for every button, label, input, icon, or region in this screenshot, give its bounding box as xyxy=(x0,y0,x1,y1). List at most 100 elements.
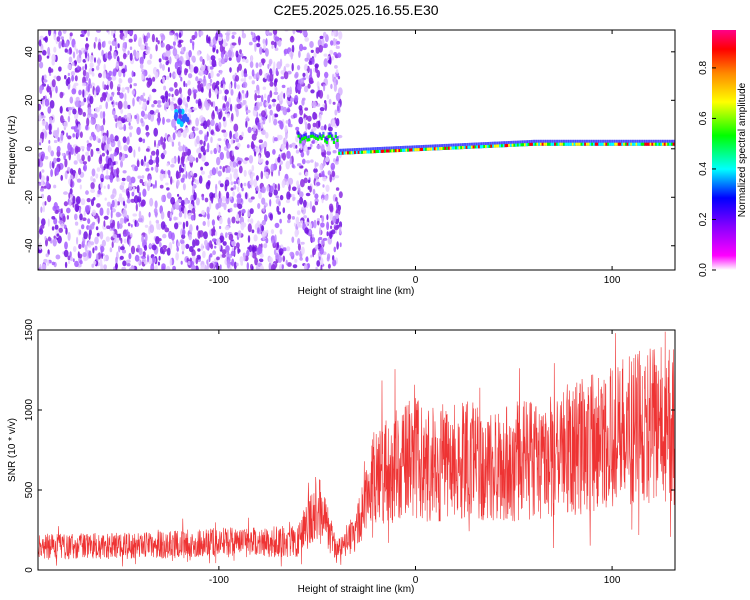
heatmap-cell xyxy=(46,259,50,267)
heatmap-cell xyxy=(201,209,206,216)
heatmap-cell xyxy=(211,219,215,226)
heatmap-cell xyxy=(170,197,176,205)
heatmap-cell xyxy=(224,111,228,115)
heatmap-cell xyxy=(141,234,145,243)
heatmap-cell xyxy=(330,40,334,46)
heatmap-cell xyxy=(122,136,127,144)
heatmap-cell xyxy=(232,191,235,197)
heatmap-cell xyxy=(90,175,94,182)
heatmap-cell xyxy=(619,142,622,146)
heatmap-cell xyxy=(206,264,209,270)
heatmap-cell xyxy=(117,43,120,49)
heatmap-cell xyxy=(291,44,295,53)
heatmap-cell xyxy=(181,156,185,165)
heatmap-cell xyxy=(525,143,528,147)
heatmap-cell xyxy=(127,222,131,227)
heatmap-cell xyxy=(642,142,645,146)
heatmap-cell xyxy=(277,255,283,263)
heatmap-cell xyxy=(211,59,217,68)
heatmap-cell xyxy=(142,188,147,197)
heatmap-cell xyxy=(256,220,261,230)
heatmap-cell xyxy=(135,51,140,59)
snr-background xyxy=(38,330,675,570)
heatmap-cell xyxy=(249,179,254,186)
heatmap-cell xyxy=(198,175,203,184)
heatmap-cell xyxy=(97,41,102,51)
heatmap-cell xyxy=(177,242,181,247)
heatmap-cell xyxy=(41,218,46,226)
heatmap-cell xyxy=(149,53,153,60)
spectrogram-heatmap xyxy=(38,30,675,270)
heatmap-cell xyxy=(261,197,266,205)
heatmap-cell xyxy=(60,222,65,229)
heatmap-cell xyxy=(311,134,314,138)
heatmap-cell xyxy=(109,133,114,142)
heatmap-cell xyxy=(228,57,232,61)
heatmap-cell xyxy=(211,167,217,176)
heatmap-cell xyxy=(669,142,672,146)
heatmap-cell xyxy=(115,60,120,70)
heatmap-cell xyxy=(241,187,244,192)
heatmap-cell xyxy=(199,30,204,36)
heatmap-cell xyxy=(524,143,527,147)
heatmap-cell xyxy=(196,254,201,260)
heatmap-cell xyxy=(226,150,230,159)
heatmap-cell xyxy=(142,98,147,103)
heatmap-cell xyxy=(242,81,248,89)
heatmap-cell xyxy=(152,76,156,82)
heatmap-cell xyxy=(470,145,474,149)
heatmap-cell xyxy=(260,143,265,150)
heatmap-cell xyxy=(511,143,514,147)
heatmap-cell xyxy=(102,136,105,144)
heatmap-cell xyxy=(243,100,247,105)
heatmap-cell xyxy=(237,160,242,165)
heatmap-cell xyxy=(255,72,260,81)
heatmap-cell xyxy=(67,72,71,77)
heatmap-cell xyxy=(327,126,333,132)
heatmap-cell xyxy=(324,124,327,131)
heatmap-cell xyxy=(319,246,324,255)
heatmap-cell xyxy=(111,101,114,105)
heatmap-cell xyxy=(56,145,61,153)
heatmap-cell xyxy=(174,35,178,42)
heatmap-cell xyxy=(195,76,199,82)
heatmap-cell xyxy=(202,58,205,66)
heatmap-cell xyxy=(38,113,42,122)
heatmap-cell xyxy=(251,266,254,270)
heatmap-cell xyxy=(111,199,115,208)
heatmap-cell xyxy=(162,245,168,249)
heatmap-cell xyxy=(209,192,214,199)
heatmap-cell xyxy=(53,157,57,164)
heatmap-cell xyxy=(91,263,95,268)
heatmap-cell xyxy=(165,182,169,186)
heatmap-cell xyxy=(261,186,266,194)
heatmap-cell xyxy=(306,52,310,60)
heatmap-cell xyxy=(55,85,58,94)
heatmap-cell xyxy=(72,195,76,204)
heatmap-cell xyxy=(104,175,110,180)
heatmap-cell xyxy=(453,146,456,150)
heatmap-cell xyxy=(130,245,136,255)
heatmap-cell xyxy=(631,142,635,146)
heatmap-cell xyxy=(248,41,253,46)
heatmap-cell xyxy=(155,109,160,114)
heatmap-cell xyxy=(272,30,278,35)
heatmap-cell xyxy=(174,61,179,70)
heatmap-cell xyxy=(410,148,413,152)
heatmap-cell xyxy=(311,236,316,243)
heatmap-cell xyxy=(189,38,193,44)
heatmap-cell xyxy=(672,142,675,146)
heatmap-cell xyxy=(320,264,323,270)
heatmap-cell xyxy=(300,220,304,224)
spectrogram-frame xyxy=(37,29,676,271)
heatmap-cell xyxy=(85,151,89,156)
heatmap-cell xyxy=(614,142,617,146)
heatmap-cell xyxy=(206,83,211,90)
heatmap-cell xyxy=(240,182,243,189)
heatmap-cell xyxy=(291,163,295,168)
heatmap-cell xyxy=(647,142,651,146)
heatmap-cell xyxy=(304,221,310,225)
heatmap-cell xyxy=(263,42,266,51)
heatmap-cell xyxy=(78,253,83,259)
heatmap-cell xyxy=(339,242,342,248)
